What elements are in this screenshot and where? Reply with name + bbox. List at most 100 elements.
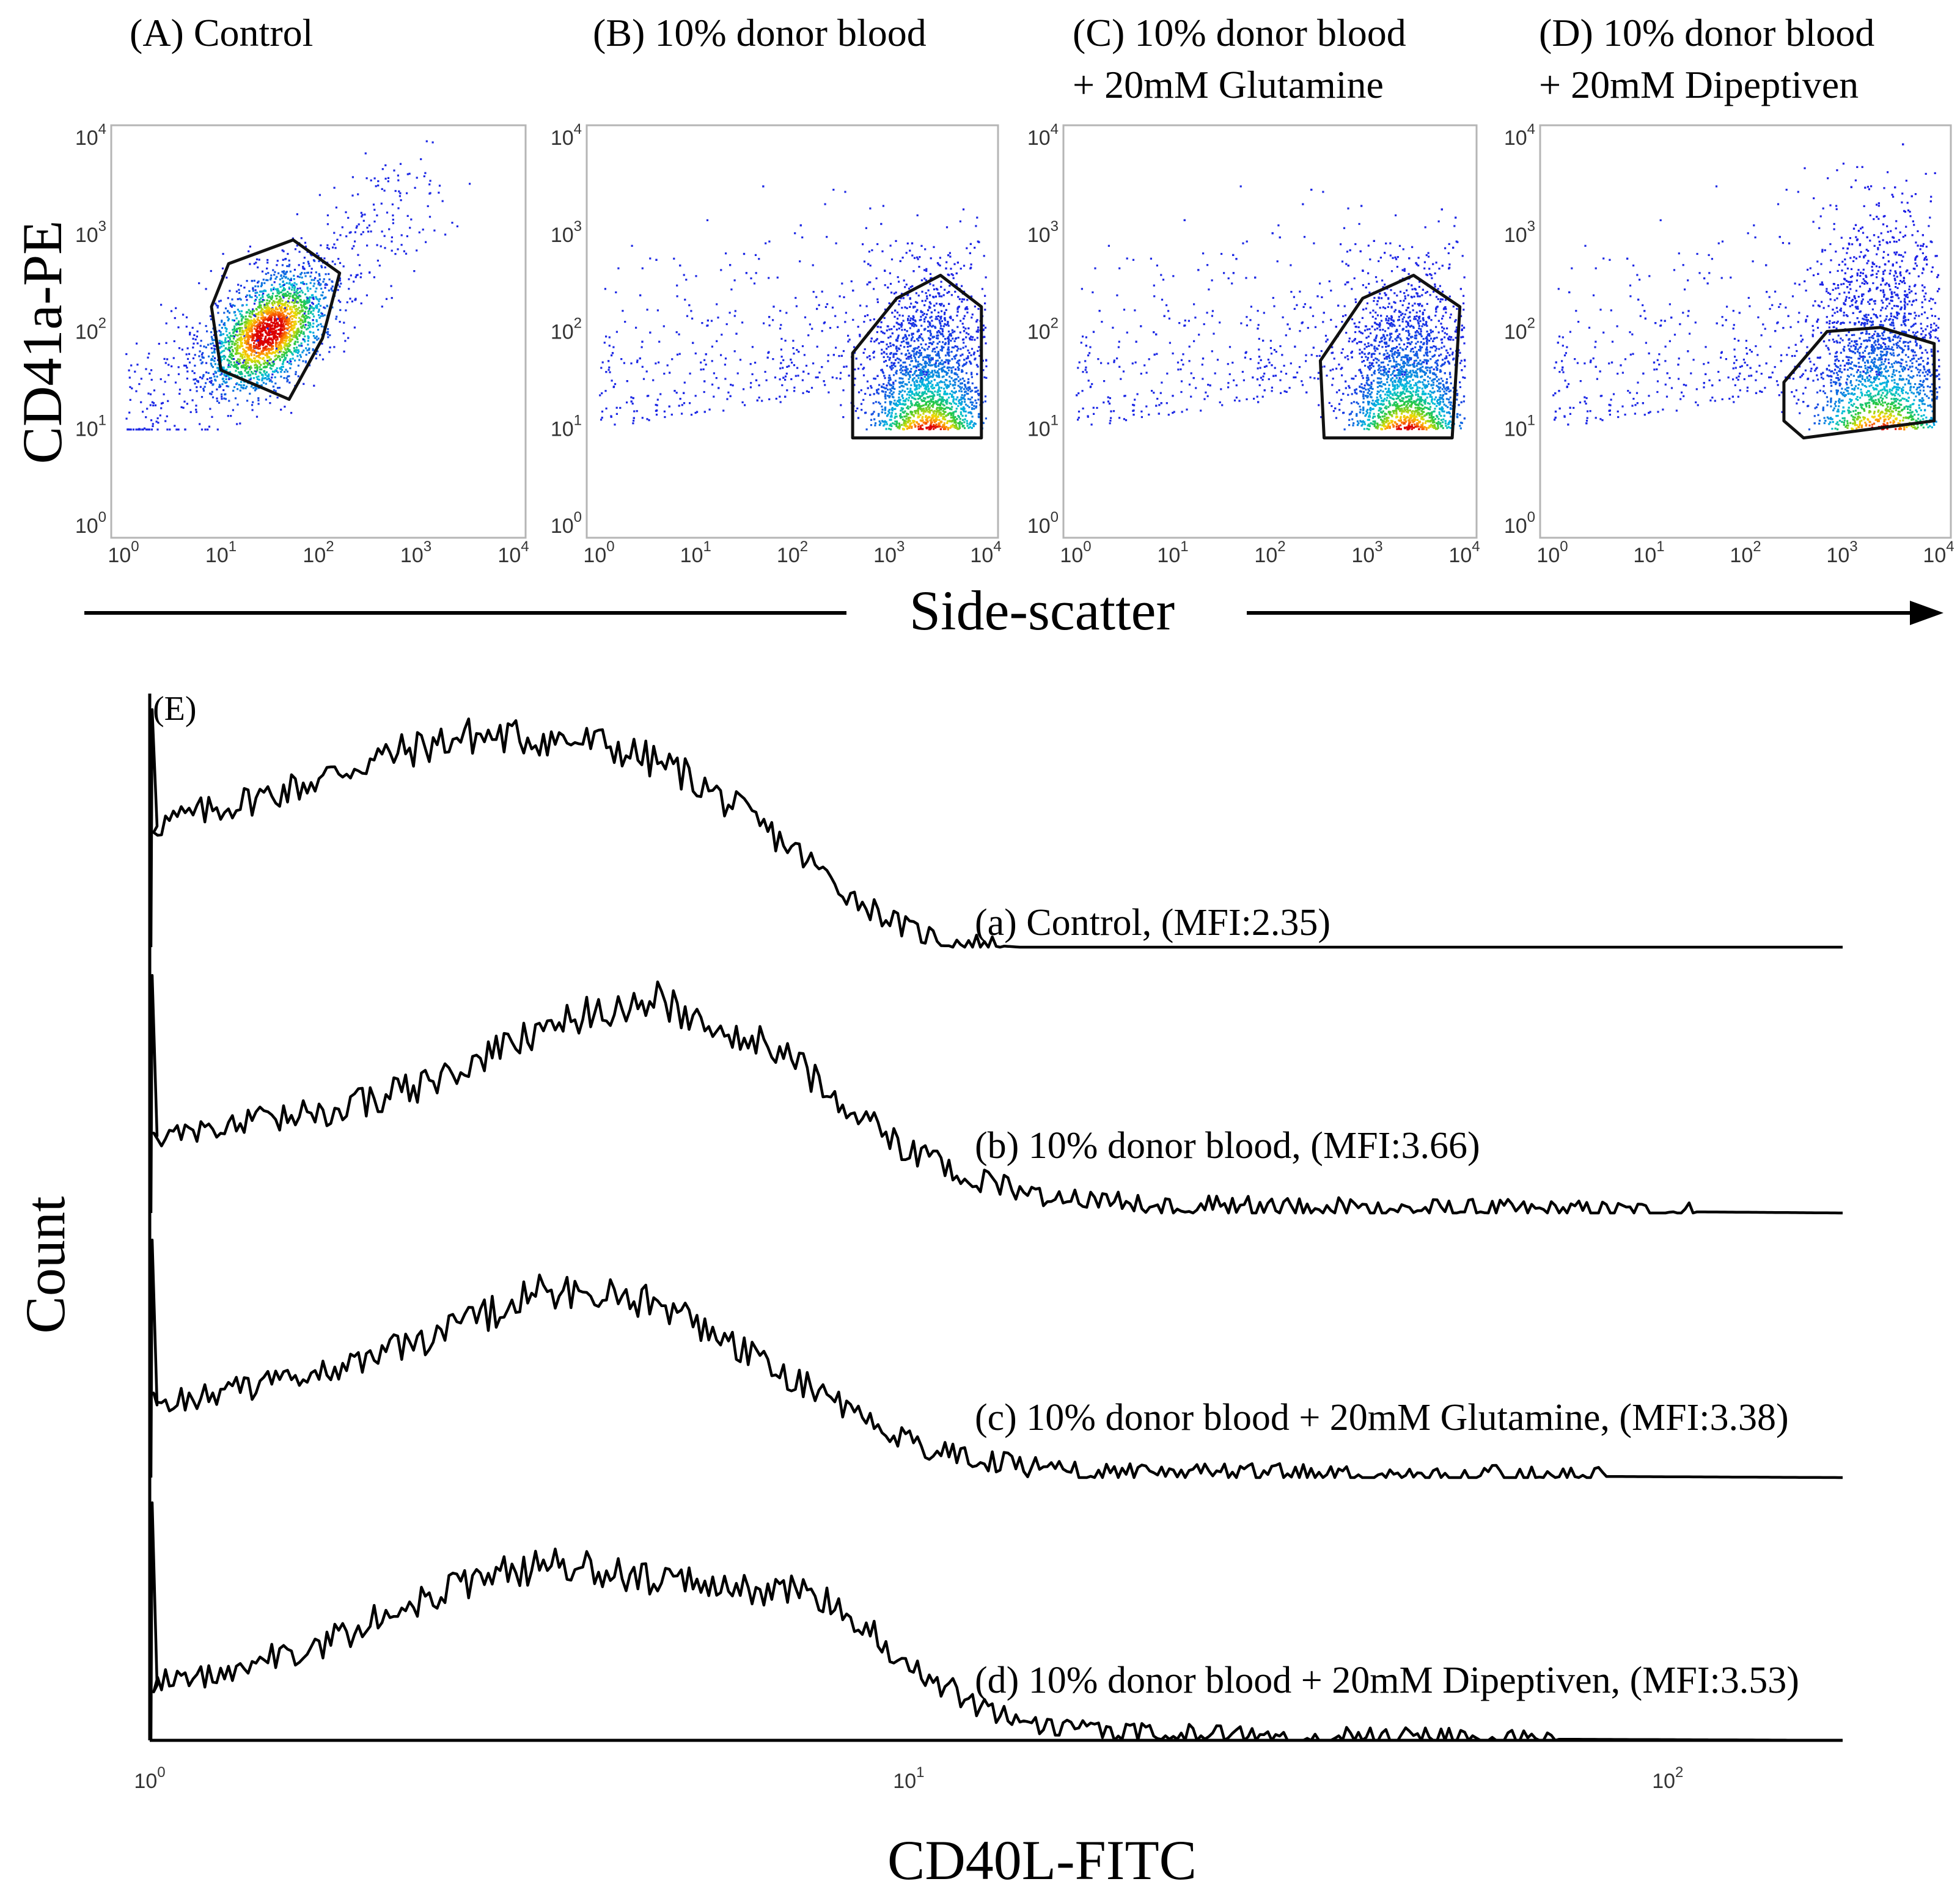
event-dot [243,367,246,369]
event-dot [969,243,972,245]
event-dot [262,324,264,327]
event-dot [897,400,899,402]
event-dot [242,361,244,364]
event-dot [900,407,903,409]
event-dot [348,288,350,290]
event-dot [281,249,284,252]
event-dot [960,403,962,405]
event-dot [243,335,246,337]
event-dot [926,298,928,300]
event-dot [963,395,966,397]
event-dot [942,403,944,406]
event-dot [956,310,959,313]
event-dot [425,241,427,243]
event-dot [927,390,930,393]
event-dot [950,390,953,392]
event-dot [233,361,235,364]
event-dot [266,378,268,381]
event-dot [933,394,936,397]
event-dot [227,348,229,351]
event-dot [239,373,241,375]
event-dot [956,360,960,362]
event-dot [304,335,306,338]
event-dot [391,203,394,206]
event-dot [260,350,263,353]
event-dot [269,326,271,329]
event-dot [292,324,294,327]
event-dot [936,375,939,378]
event-dot [910,400,912,403]
event-dot [312,349,314,351]
event-dot [373,177,376,180]
event-dot [615,291,617,293]
event-dot [328,351,331,353]
event-dot [278,312,281,315]
event-dot [961,339,964,341]
event-dot [312,319,314,321]
event-dot [940,387,942,389]
event-dot [916,256,919,258]
event-dot [936,391,939,394]
event-dot [258,331,260,333]
event-dot [891,407,894,409]
event-dot [923,400,926,402]
event-dot [233,357,235,361]
event-dot [909,370,912,373]
event-dot [296,329,298,332]
event-dot [972,425,975,428]
event-dot [254,291,257,294]
event-dot [917,377,920,379]
event-dot [295,307,298,310]
event-dot [658,361,660,364]
x-tick-label: 102 [303,538,334,567]
event-dot [303,299,306,302]
event-dot [302,332,304,335]
event-dot [233,325,236,328]
event-dot [238,362,240,365]
event-dot [279,291,281,294]
event-dot [945,261,948,263]
event-dot [790,358,792,361]
event-dot [963,421,966,423]
event-dot [925,365,927,368]
event-dot [889,353,892,355]
event-dot [310,294,313,296]
event-dot [387,177,390,179]
event-dot [937,351,939,353]
event-dot [843,296,845,298]
event-dot [897,336,899,339]
event-dot [900,372,902,374]
event-dot [285,316,288,318]
event-dot [247,329,249,331]
event-dot [815,296,818,298]
event-dot [244,370,246,372]
event-dot [966,311,969,313]
event-dot [780,362,782,364]
event-dot [284,258,287,260]
event-dot [950,268,952,270]
event-dot [964,410,967,412]
event-dot [663,410,666,412]
event-dot [299,320,302,322]
event-dot [288,263,291,266]
event-dot [400,199,402,202]
event-dot [796,349,798,351]
event-dot [919,363,921,365]
event-dot [890,428,892,431]
event-dot [964,390,967,393]
event-dot [358,264,361,266]
event-dot [285,343,288,345]
event-dot [977,394,980,397]
event-dot [961,301,963,303]
event-dot [281,271,284,273]
event-dot [248,324,251,327]
event-dot [869,358,872,361]
event-dot [289,316,292,318]
event-dot [240,315,243,318]
y-tick-label: 101 [551,412,582,441]
event-dot [890,408,893,411]
event-dot [924,299,927,302]
event-dot [899,382,901,384]
event-dot [930,359,933,361]
event-dot [917,339,920,342]
